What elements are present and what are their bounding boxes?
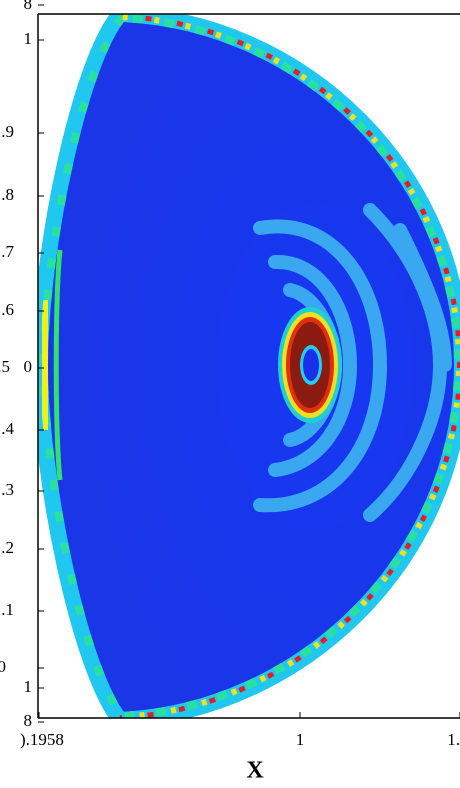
x-tick-label: ).1958 [20,730,64,749]
y-tick-label: .7 [1,242,14,261]
y-tick-label: .3 [1,480,14,499]
y-tick-label: 1 [24,677,33,696]
y-tick-label: 8 [24,0,33,13]
y-tick-label: 1 [24,29,33,48]
y-tick-label: .8 [1,185,14,204]
y-tick-label: 0 [0,657,6,676]
chart: X 81.9.8.7.6.50.4.3.2.1018).195811. [0,0,460,788]
y-tick-label: .4 [1,419,14,438]
x-tick-label: 1 [296,730,305,749]
y-tick-label: .2 [1,538,14,557]
y-tick-label: .5 [0,357,10,376]
y-tick-label: 8 [24,711,33,730]
x-axis-label: X [246,758,264,784]
y-tick-label: .9 [1,122,14,141]
y-tick-label: .1 [1,600,14,619]
y-tick-label: .6 [1,300,14,319]
contour-field [40,14,460,720]
x-tick-label: 1. [447,730,460,749]
y-tick-label: 0 [24,357,33,376]
